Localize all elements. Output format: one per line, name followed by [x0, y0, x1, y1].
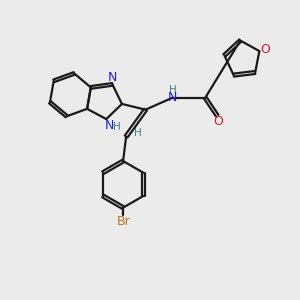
- Text: N: N: [105, 119, 114, 132]
- Text: N: N: [168, 91, 177, 104]
- Text: O: O: [214, 115, 224, 128]
- Text: O: O: [260, 43, 270, 56]
- Text: N: N: [108, 71, 117, 84]
- Text: H: H: [134, 128, 141, 138]
- Text: H: H: [113, 122, 121, 132]
- Text: Br: Br: [116, 214, 130, 228]
- Text: H: H: [169, 85, 176, 95]
